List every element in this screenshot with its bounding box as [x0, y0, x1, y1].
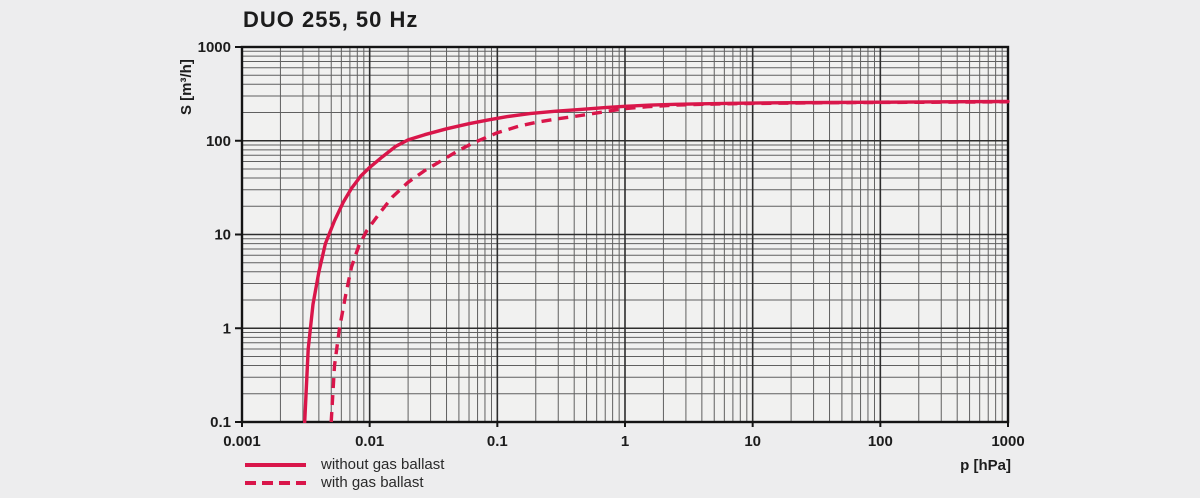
solid-line-swatch	[245, 463, 306, 467]
x-tick-label: 1	[621, 433, 629, 450]
y-tick-label: 100	[206, 133, 231, 150]
series-with-gas-ballast	[329, 100, 1009, 423]
x-tick-labels: 0.001 0.01 0.1 1 10 100 1000	[223, 433, 1024, 450]
y-tick-label: 10	[214, 227, 231, 244]
x-tick-label: 0.01	[355, 433, 384, 450]
legend-label: with gas ballast	[321, 474, 424, 491]
y-tick-label: 0.1	[210, 414, 231, 431]
y-tick-label: 1	[223, 320, 231, 337]
y-tick-label: 1000	[198, 39, 231, 56]
legend-item-with-gas-ballast: with gas ballast	[244, 475, 444, 491]
x-tick-label: 10	[744, 433, 761, 450]
dashed-line-swatch	[245, 481, 306, 485]
x-tick-label: 0.1	[487, 433, 508, 450]
legend: without gas ballast with gas ballast	[244, 457, 444, 491]
legend-label: without gas ballast	[321, 456, 445, 473]
legend-item-without-gas-ballast: without gas ballast	[244, 457, 444, 473]
axis-ticks	[235, 46, 1009, 427]
x-tick-label: 1000	[991, 433, 1024, 450]
x-axis-label: p [hPa]	[960, 457, 1011, 474]
x-tick-label: 100	[868, 433, 893, 450]
chart-title: DUO 255, 50 Hz	[243, 7, 419, 32]
y-tick-labels: 0.1 1 10 100 1000	[198, 39, 231, 431]
x-tick-label: 0.001	[223, 433, 261, 450]
